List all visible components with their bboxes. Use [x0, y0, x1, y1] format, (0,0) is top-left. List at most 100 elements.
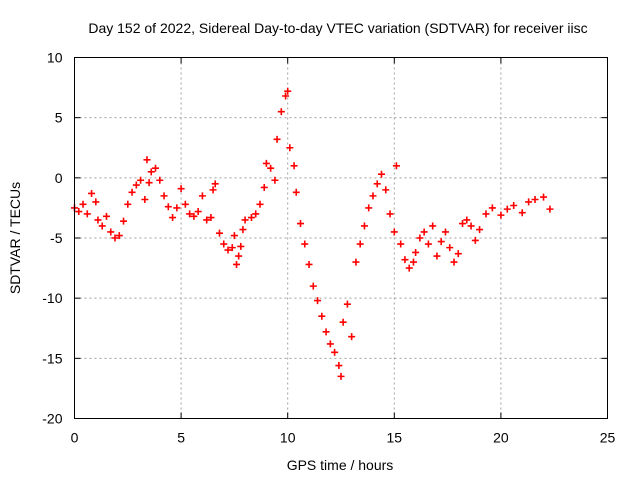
data-point	[267, 164, 275, 172]
data-point	[482, 210, 490, 218]
data-point	[186, 210, 194, 218]
data-point	[305, 260, 313, 268]
data-point	[290, 162, 298, 170]
data-point	[252, 210, 260, 218]
data-point	[525, 198, 533, 206]
data-point	[356, 240, 364, 248]
x-tick-label: 20	[493, 430, 509, 446]
data-point	[409, 258, 417, 266]
data-point	[132, 181, 140, 189]
data-point	[164, 203, 172, 211]
data-point	[433, 252, 441, 260]
data-point	[382, 186, 390, 194]
data-point	[373, 180, 381, 188]
data-point	[198, 192, 206, 200]
chart-title: Day 152 of 2022, Sidereal Day-to-day VTE…	[88, 20, 587, 36]
data-point	[424, 240, 432, 248]
data-point	[369, 192, 377, 200]
data-point	[277, 108, 285, 116]
data-point	[273, 135, 281, 143]
data-point	[128, 188, 136, 196]
y-tick-label: -10	[42, 290, 62, 306]
data-point	[220, 240, 228, 248]
data-point	[115, 232, 123, 240]
data-point	[282, 92, 290, 100]
x-axis-label: GPS time / hours	[287, 457, 394, 473]
data-point	[322, 328, 330, 336]
data-point	[429, 222, 437, 230]
data-point	[412, 248, 420, 256]
data-point	[454, 250, 462, 258]
data-point	[177, 185, 185, 193]
data-point	[230, 232, 238, 240]
data-point	[284, 87, 292, 95]
data-point	[237, 242, 245, 250]
data-point	[339, 318, 347, 326]
y-tick-label: 5	[55, 110, 63, 126]
data-point	[98, 222, 106, 230]
data-point	[365, 204, 373, 212]
data-point	[476, 226, 484, 234]
data-point	[75, 208, 83, 216]
data-point	[309, 282, 317, 290]
data-point	[386, 210, 394, 218]
data-points	[71, 87, 554, 380]
data-point	[102, 212, 110, 220]
data-point	[143, 156, 151, 164]
data-point	[190, 212, 198, 220]
data-point	[318, 312, 326, 320]
data-point	[94, 216, 102, 224]
data-point	[296, 220, 304, 228]
data-point	[111, 234, 119, 242]
data-point	[211, 180, 219, 188]
data-point	[169, 214, 177, 222]
data-point	[301, 240, 309, 248]
data-point	[326, 340, 334, 348]
data-point	[467, 222, 475, 230]
data-point	[256, 200, 264, 208]
data-point	[88, 189, 96, 197]
data-point	[420, 228, 428, 236]
data-point	[207, 214, 215, 222]
grid-lines	[74, 57, 608, 419]
data-point	[401, 256, 409, 264]
data-point	[459, 220, 467, 228]
x-tick-label: 10	[280, 430, 296, 446]
data-point	[392, 162, 400, 170]
x-tick-label: 15	[387, 430, 403, 446]
data-point	[235, 252, 243, 260]
x-tick-label: 0	[71, 430, 79, 446]
data-point	[510, 202, 518, 210]
data-point	[488, 204, 496, 212]
data-point	[203, 216, 211, 224]
data-point	[540, 193, 548, 201]
y-tick-label: -5	[50, 230, 63, 246]
y-tick-label: -15	[42, 350, 62, 366]
data-point	[147, 168, 155, 176]
data-point	[450, 258, 458, 266]
data-point	[441, 228, 449, 236]
data-point	[107, 228, 115, 236]
data-point	[437, 238, 445, 246]
data-point	[173, 204, 181, 212]
data-point	[348, 333, 356, 341]
y-tick-label: 10	[47, 50, 63, 66]
data-point	[79, 200, 87, 208]
data-point	[343, 300, 351, 308]
data-point	[292, 188, 300, 196]
y-tick-label: 0	[55, 170, 63, 186]
data-point	[503, 205, 511, 213]
data-point	[152, 164, 160, 172]
data-point	[531, 195, 539, 203]
data-point	[446, 244, 454, 252]
data-point	[378, 170, 386, 178]
data-point	[247, 214, 255, 222]
data-point	[145, 179, 153, 187]
data-point	[352, 258, 360, 266]
data-point	[241, 216, 249, 224]
data-point	[337, 372, 345, 380]
data-point	[331, 348, 339, 356]
data-point	[141, 195, 149, 203]
